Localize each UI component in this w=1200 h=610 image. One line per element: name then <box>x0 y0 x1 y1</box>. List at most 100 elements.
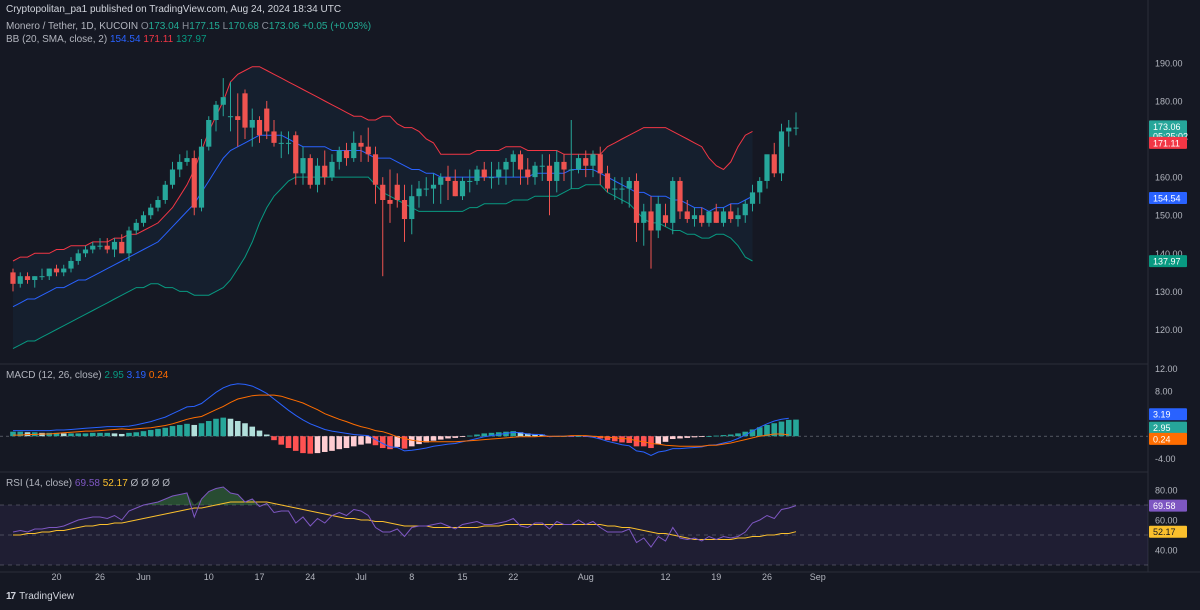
rsi-value-badge-bg <box>1149 499 1187 512</box>
candle-body <box>46 268 52 277</box>
candle-body <box>786 127 792 132</box>
macd-histogram-bar <box>46 432 53 437</box>
candle-body <box>365 146 371 155</box>
candle-body <box>162 184 168 200</box>
candle <box>329 154 335 181</box>
macd-histogram-bar <box>669 436 676 440</box>
macd-histogram-bar <box>350 436 357 447</box>
candle-body <box>670 180 676 223</box>
price-tick-label: 120.00 <box>1155 325 1183 335</box>
candle-body <box>401 200 408 220</box>
macd-histogram-bar <box>97 432 103 437</box>
candle-body <box>561 161 567 170</box>
macd-histogram-bar <box>430 436 437 441</box>
macd-histogram-bar <box>771 423 778 437</box>
candle-body <box>155 200 161 208</box>
bb-upper-line <box>12 66 753 262</box>
macd-tick-label: 12.00 <box>1155 364 1178 374</box>
macd-histogram-bar <box>524 433 531 437</box>
time-tick-label: 26 <box>762 572 772 582</box>
candle <box>691 207 698 227</box>
tradingview-watermark[interactable]: 17 TradingView <box>6 591 74 602</box>
rsi-ma-badge-bg <box>1149 525 1187 538</box>
macd-histogram-bar <box>735 433 741 437</box>
symbol-name: Monero / Tether, 1D, KUCOIN <box>6 21 139 32</box>
macd-histogram-bar <box>140 431 147 437</box>
macd-histogram-bar <box>706 436 712 438</box>
candle <box>662 203 669 227</box>
macd-histogram-bar <box>365 436 372 444</box>
price-tick-label: 160.00 <box>1155 173 1183 183</box>
candle-body <box>728 211 734 220</box>
candle <box>771 142 777 178</box>
price-tick-label: 150.00 <box>1155 211 1183 221</box>
macd-histogram-bar <box>169 426 176 437</box>
candle <box>517 150 524 185</box>
macd-histogram-bar <box>17 431 24 437</box>
candle-body <box>641 211 647 223</box>
macd-histogram-bar <box>408 436 415 447</box>
macd-histogram-bar <box>742 431 749 437</box>
candle <box>757 177 763 204</box>
candle <box>343 142 350 166</box>
rsi-overbought-fill <box>13 487 796 505</box>
candle <box>285 131 292 155</box>
macd-histogram-bar <box>89 432 96 437</box>
high-value: 177.15 <box>189 21 220 32</box>
candle-body <box>568 169 574 171</box>
candle <box>612 177 618 200</box>
macd-histogram-bar <box>517 432 524 437</box>
candle <box>372 146 379 204</box>
macd-histogram-bar <box>256 430 263 437</box>
candle <box>314 158 321 193</box>
macd-histogram-bar <box>271 436 277 441</box>
candle-body <box>467 180 473 182</box>
candle-body <box>583 158 589 166</box>
candle <box>68 257 74 273</box>
macd-histogram-bar <box>611 436 618 442</box>
candle <box>720 207 727 227</box>
macd-line-badge: 3.19 <box>1149 408 1187 421</box>
candle <box>322 150 328 185</box>
candle <box>242 89 248 140</box>
bb-upper-value: 171.11 <box>143 34 174 45</box>
candle <box>387 169 393 223</box>
grid <box>0 0 1200 573</box>
candle-body <box>264 108 270 132</box>
candle <box>481 161 487 181</box>
candle-body <box>126 230 132 254</box>
candle <box>169 161 176 189</box>
candle-body <box>793 127 799 129</box>
macd-histogram-bar <box>155 428 161 437</box>
candle <box>778 123 785 181</box>
candle-body <box>713 211 719 223</box>
macd-histogram-bar <box>147 430 154 437</box>
macd-histogram-bar <box>213 418 219 437</box>
candle <box>764 154 770 189</box>
macd-histogram-bar <box>39 432 45 437</box>
macd-hist-badge: 2.95 <box>1149 421 1187 434</box>
candle-body <box>684 211 690 220</box>
candle <box>24 272 31 284</box>
candle <box>126 226 132 261</box>
macd-histogram-bar <box>619 436 625 443</box>
macd-histogram-bar <box>387 436 393 450</box>
tradingview-logo-icon: 17 <box>6 591 16 602</box>
candle <box>568 120 574 189</box>
candle-body <box>655 203 661 231</box>
candle-body <box>590 154 596 166</box>
candle-body <box>242 93 248 128</box>
bb-label: BB (20, SMA, close, 2) <box>6 34 108 45</box>
candle-body <box>423 188 429 190</box>
candle-body <box>53 268 60 273</box>
candle <box>82 245 89 258</box>
candle <box>445 165 451 200</box>
macd-histogram-bar <box>510 431 517 437</box>
time-tick-label: Jul <box>355 572 367 582</box>
candle-body <box>343 150 350 159</box>
candle <box>17 272 23 288</box>
macd-histogram-bar <box>445 436 451 439</box>
time-tick-label: 20 <box>51 572 61 582</box>
candle <box>641 203 647 246</box>
